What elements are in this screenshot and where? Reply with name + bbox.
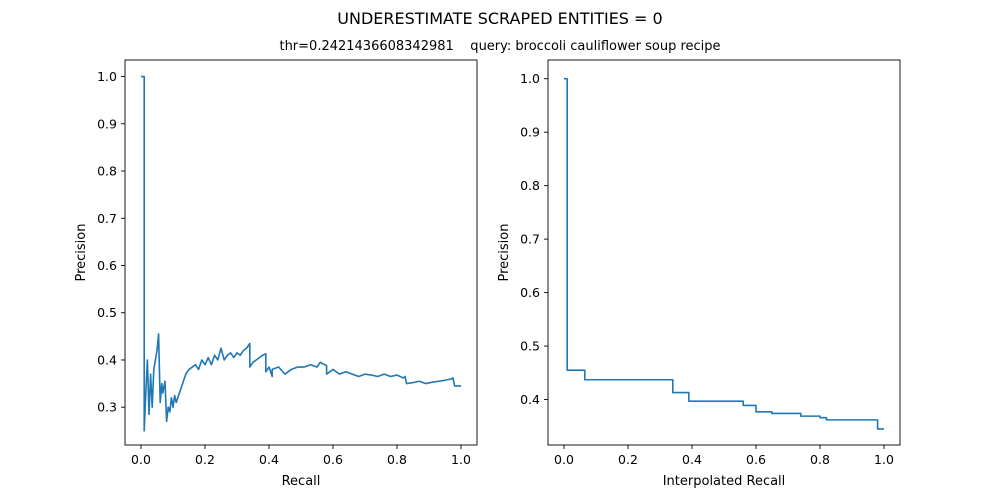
ipr-y-tick: 0.4 xyxy=(520,392,548,407)
ipr-x-tick-label: 1.0 xyxy=(874,452,894,467)
pr-y-tick-label: 0.9 xyxy=(97,116,117,131)
ipr-x-axis-label: Interpolated Recall xyxy=(663,474,786,489)
pr-y-tick: 0.3 xyxy=(97,400,125,415)
pr-x-tick: 1.0 xyxy=(451,445,471,467)
pr-x-tick: 0.8 xyxy=(387,445,407,467)
ipr-x-tick-label: 0.4 xyxy=(682,452,702,467)
ipr-x-tick: 0.4 xyxy=(682,445,702,467)
interpolated-precision-recall-chart: 0.0 0.2 0.4 0.6 0.8 1.0 0.4 0.5 0.6 0.7 0.8 0.9 1.0 I… xyxy=(497,59,901,489)
ipr-x-tick: 0.0 xyxy=(554,445,574,467)
pr-x-tick-label: 1.0 xyxy=(451,452,471,467)
pr-y-tick: 0.9 xyxy=(97,116,125,131)
ipr-x-tick: 0.2 xyxy=(618,445,638,467)
pr-y-tick-label: 0.6 xyxy=(97,258,117,273)
pr-y-tick: 0.5 xyxy=(97,305,125,320)
pr-x-tick: 0.2 xyxy=(195,445,215,467)
pr-x-tick-label: 0.8 xyxy=(387,452,407,467)
pr-x-tick: 0.0 xyxy=(131,445,151,467)
pr-y-tick: 0.6 xyxy=(97,258,125,273)
ipr-x-tick: 1.0 xyxy=(874,445,894,467)
precision-recall-chart: 0.0 0.2 0.4 0.6 0.8 1.0 0.3 0.4 0.5 0.6 0.7 0.8 0.9 1… xyxy=(74,59,478,489)
pr-y-tick-label: 0.8 xyxy=(97,164,117,179)
ipr-y-tick-label: 0.4 xyxy=(520,392,540,407)
pr-y-tick-label: 0.3 xyxy=(97,400,117,415)
ipr-y-tick-label: 0.9 xyxy=(520,125,540,140)
pr-x-axis-label: Recall xyxy=(282,474,321,489)
ipr-series-line-0 xyxy=(564,77,884,430)
ipr-y-tick: 0.8 xyxy=(520,178,548,193)
pr-x-tick-label: 0.6 xyxy=(323,452,343,467)
pr-y-tick: 1.0 xyxy=(97,69,125,84)
pr-x-tick: 0.4 xyxy=(259,445,279,467)
pr-y-tick-label: 0.7 xyxy=(97,211,117,226)
pr-y-tick: 0.4 xyxy=(97,352,125,367)
ipr-y-tick: 0.5 xyxy=(520,339,548,354)
pr-axes-frame xyxy=(124,59,478,446)
pr-y-tick-label: 0.4 xyxy=(97,352,117,367)
ipr-y-tick-label: 0.7 xyxy=(520,232,540,247)
ipr-y-tick: 0.6 xyxy=(520,285,548,300)
pr-y-tick-label: 0.5 xyxy=(97,305,117,320)
pr-x-tick-label: 0.4 xyxy=(259,452,279,467)
ipr-x-tick-label: 0.8 xyxy=(810,452,830,467)
ipr-axes-frame xyxy=(547,59,901,446)
ipr-y-tick: 0.9 xyxy=(520,125,548,140)
pr-y-tick: 0.7 xyxy=(97,211,125,226)
ipr-y-tick: 1.0 xyxy=(520,71,548,86)
ipr-y-tick-label: 0.8 xyxy=(520,178,540,193)
ipr-y-axis-label: Precision xyxy=(497,223,512,281)
ipr-x-tick: 0.8 xyxy=(810,445,830,467)
figure-subtitle: thr=0.2421436608342981 query: broccoli c… xyxy=(279,39,720,54)
pr-y-axis-label: Precision xyxy=(74,223,89,281)
pr-y-tick-label: 1.0 xyxy=(97,69,117,84)
pr-x-tick: 0.6 xyxy=(323,445,343,467)
ipr-y-tick-label: 0.6 xyxy=(520,285,540,300)
ipr-y-tick-label: 1.0 xyxy=(520,71,540,86)
ipr-x-tick: 0.6 xyxy=(746,445,766,467)
ipr-x-tick-label: 0.0 xyxy=(554,452,574,467)
ipr-x-tick-label: 0.6 xyxy=(746,452,766,467)
pr-x-tick-label: 0.2 xyxy=(195,452,215,467)
pr-x-tick-label: 0.0 xyxy=(131,452,151,467)
ipr-y-tick-label: 0.5 xyxy=(520,339,540,354)
figure-suptitle: UNDERESTIMATE SCRAPED ENTITIES = 0 xyxy=(337,9,662,28)
pr-series-line-0 xyxy=(141,75,461,432)
pr-y-tick: 0.8 xyxy=(97,164,125,179)
ipr-y-tick: 0.7 xyxy=(520,232,548,247)
ipr-x-tick-label: 0.2 xyxy=(618,452,638,467)
